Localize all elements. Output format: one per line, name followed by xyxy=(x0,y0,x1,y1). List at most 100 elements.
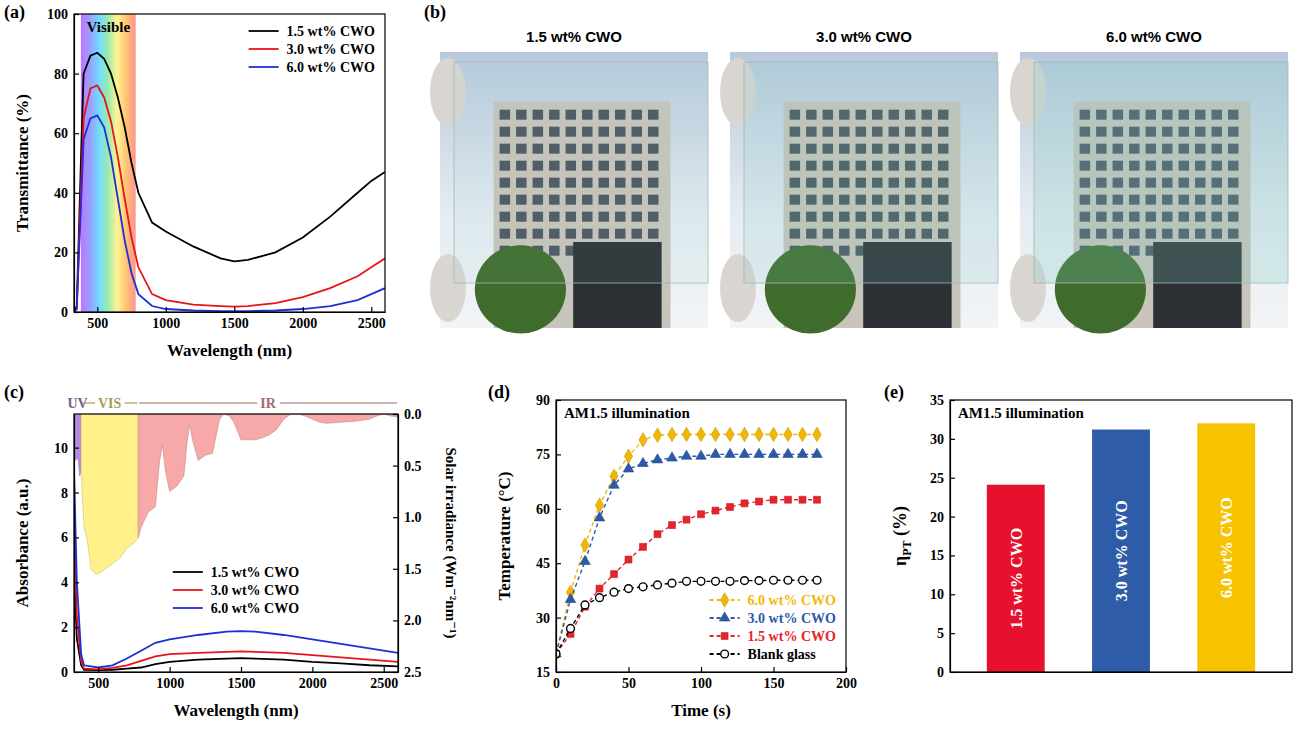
tick: 1000 xyxy=(152,307,180,331)
legend-label: 1.5 wt% CWO xyxy=(211,565,299,580)
series-line xyxy=(74,571,398,670)
tick: 50 xyxy=(622,667,636,691)
tick: 2000 xyxy=(289,307,317,331)
panel: 1.5 wt% CWO3.0 wt% CWO6.0 wt% CWO(b) xyxy=(424,2,1288,334)
tick: 25 xyxy=(930,471,955,486)
tick-mark xyxy=(74,582,79,583)
axis-line xyxy=(75,672,399,673)
tick-label: 60 xyxy=(54,126,68,141)
marker xyxy=(711,427,719,441)
tick-mark xyxy=(74,133,79,134)
tick-mark xyxy=(556,672,561,673)
marker xyxy=(654,581,662,589)
tick-mark xyxy=(393,569,398,570)
tick-label: 100 xyxy=(47,7,68,22)
axis-left: 0246810 xyxy=(54,415,79,680)
marker xyxy=(668,427,676,441)
tick: 2.0 xyxy=(393,613,422,628)
marker xyxy=(567,625,575,633)
marker xyxy=(639,433,647,447)
tick: 45 xyxy=(536,556,561,571)
legend-line xyxy=(173,607,203,609)
marker xyxy=(813,576,821,584)
tick: 2000 xyxy=(299,667,327,691)
tick-mark xyxy=(393,672,398,673)
series-line xyxy=(74,526,398,669)
tick-label: 1.5 xyxy=(404,562,422,577)
tick-mark xyxy=(950,439,955,440)
tick: 6 xyxy=(61,530,79,545)
tick-label: 2500 xyxy=(370,676,398,691)
tick-label: 8 xyxy=(61,486,68,501)
tick: 2.5 xyxy=(393,665,422,680)
tick-label: 10 xyxy=(930,587,944,602)
marker xyxy=(784,576,792,584)
annotation: Visible xyxy=(86,19,130,35)
marker xyxy=(783,448,794,457)
marker xyxy=(596,585,603,592)
tick-label: 10 xyxy=(54,441,68,456)
legend-item: 3.0 wt% CWO xyxy=(710,611,836,626)
text-subscript: PT xyxy=(900,540,914,555)
plot-frame xyxy=(74,14,385,312)
marker xyxy=(813,427,821,441)
tick-label: 4 xyxy=(61,575,68,590)
y-axis-title: ηPT (%) xyxy=(890,506,914,566)
tick-mark xyxy=(556,509,561,510)
tick-label: 25 xyxy=(930,471,944,486)
series-line xyxy=(74,86,385,312)
tick: 20 xyxy=(54,245,79,260)
plot-title: AM1.5 illumination xyxy=(958,405,1085,421)
marker xyxy=(740,427,748,441)
band-arrow xyxy=(139,402,257,403)
tick-mark xyxy=(74,627,79,628)
tick-mark xyxy=(950,555,955,556)
legend-label: 3.0 wt% CWO xyxy=(287,42,375,57)
legend-label: 6.0 wt% CWO xyxy=(287,60,375,75)
marker xyxy=(754,448,765,457)
panel-label: (d) xyxy=(488,382,510,403)
marker xyxy=(581,538,589,552)
panel: 051015202530351.5 wt% CWO3.0 wt% CWO6.0 … xyxy=(884,382,1293,680)
photo xyxy=(430,52,708,334)
tick: 15 xyxy=(536,665,561,680)
tick-mark xyxy=(97,307,98,312)
photo xyxy=(720,52,998,334)
tick-mark xyxy=(384,667,385,672)
tick-mark xyxy=(393,517,398,518)
marker xyxy=(739,448,750,457)
band-arrow xyxy=(125,402,138,403)
axis-left: 020406080100 xyxy=(47,7,79,320)
tick: 60 xyxy=(54,126,79,141)
tick-label: 500 xyxy=(88,676,109,691)
tick-label: 0.5 xyxy=(404,459,422,474)
x-axis-title: Wavelength (nm) xyxy=(173,701,298,720)
tick: 30 xyxy=(536,611,561,626)
marker xyxy=(683,516,690,523)
tick-mark xyxy=(312,667,313,672)
legend-marker xyxy=(720,593,728,607)
tick: 35 xyxy=(930,393,955,408)
tick: 30 xyxy=(930,432,955,447)
legend: 6.0 wt% CWO3.0 wt% CWO1.5 wt% CWOBlank g… xyxy=(710,593,836,662)
y-axis-title: Absorbance (a.u.) xyxy=(13,479,32,608)
tick-mark xyxy=(74,14,79,15)
tick: 150 xyxy=(764,667,785,691)
tick-label: 0 xyxy=(61,665,68,680)
tick-label: 80 xyxy=(54,67,68,82)
marker xyxy=(798,427,806,441)
tick-mark xyxy=(74,252,79,253)
axis-line xyxy=(556,401,557,673)
tick-label: 15 xyxy=(536,665,550,680)
marker xyxy=(712,507,719,514)
tick-mark xyxy=(74,672,79,673)
tick-label: 15 xyxy=(930,548,944,563)
tick-label: 30 xyxy=(930,432,944,447)
panel: 050100150200153045607590Time (s)Temperat… xyxy=(488,382,857,720)
photo-title: 6.0 wt% CWO xyxy=(1106,28,1202,45)
tick: 0 xyxy=(61,305,79,320)
tick: 500 xyxy=(87,307,108,331)
marker xyxy=(785,496,792,503)
tick-mark xyxy=(74,193,79,194)
legend-label: 6.0 wt% CWO xyxy=(748,593,836,608)
